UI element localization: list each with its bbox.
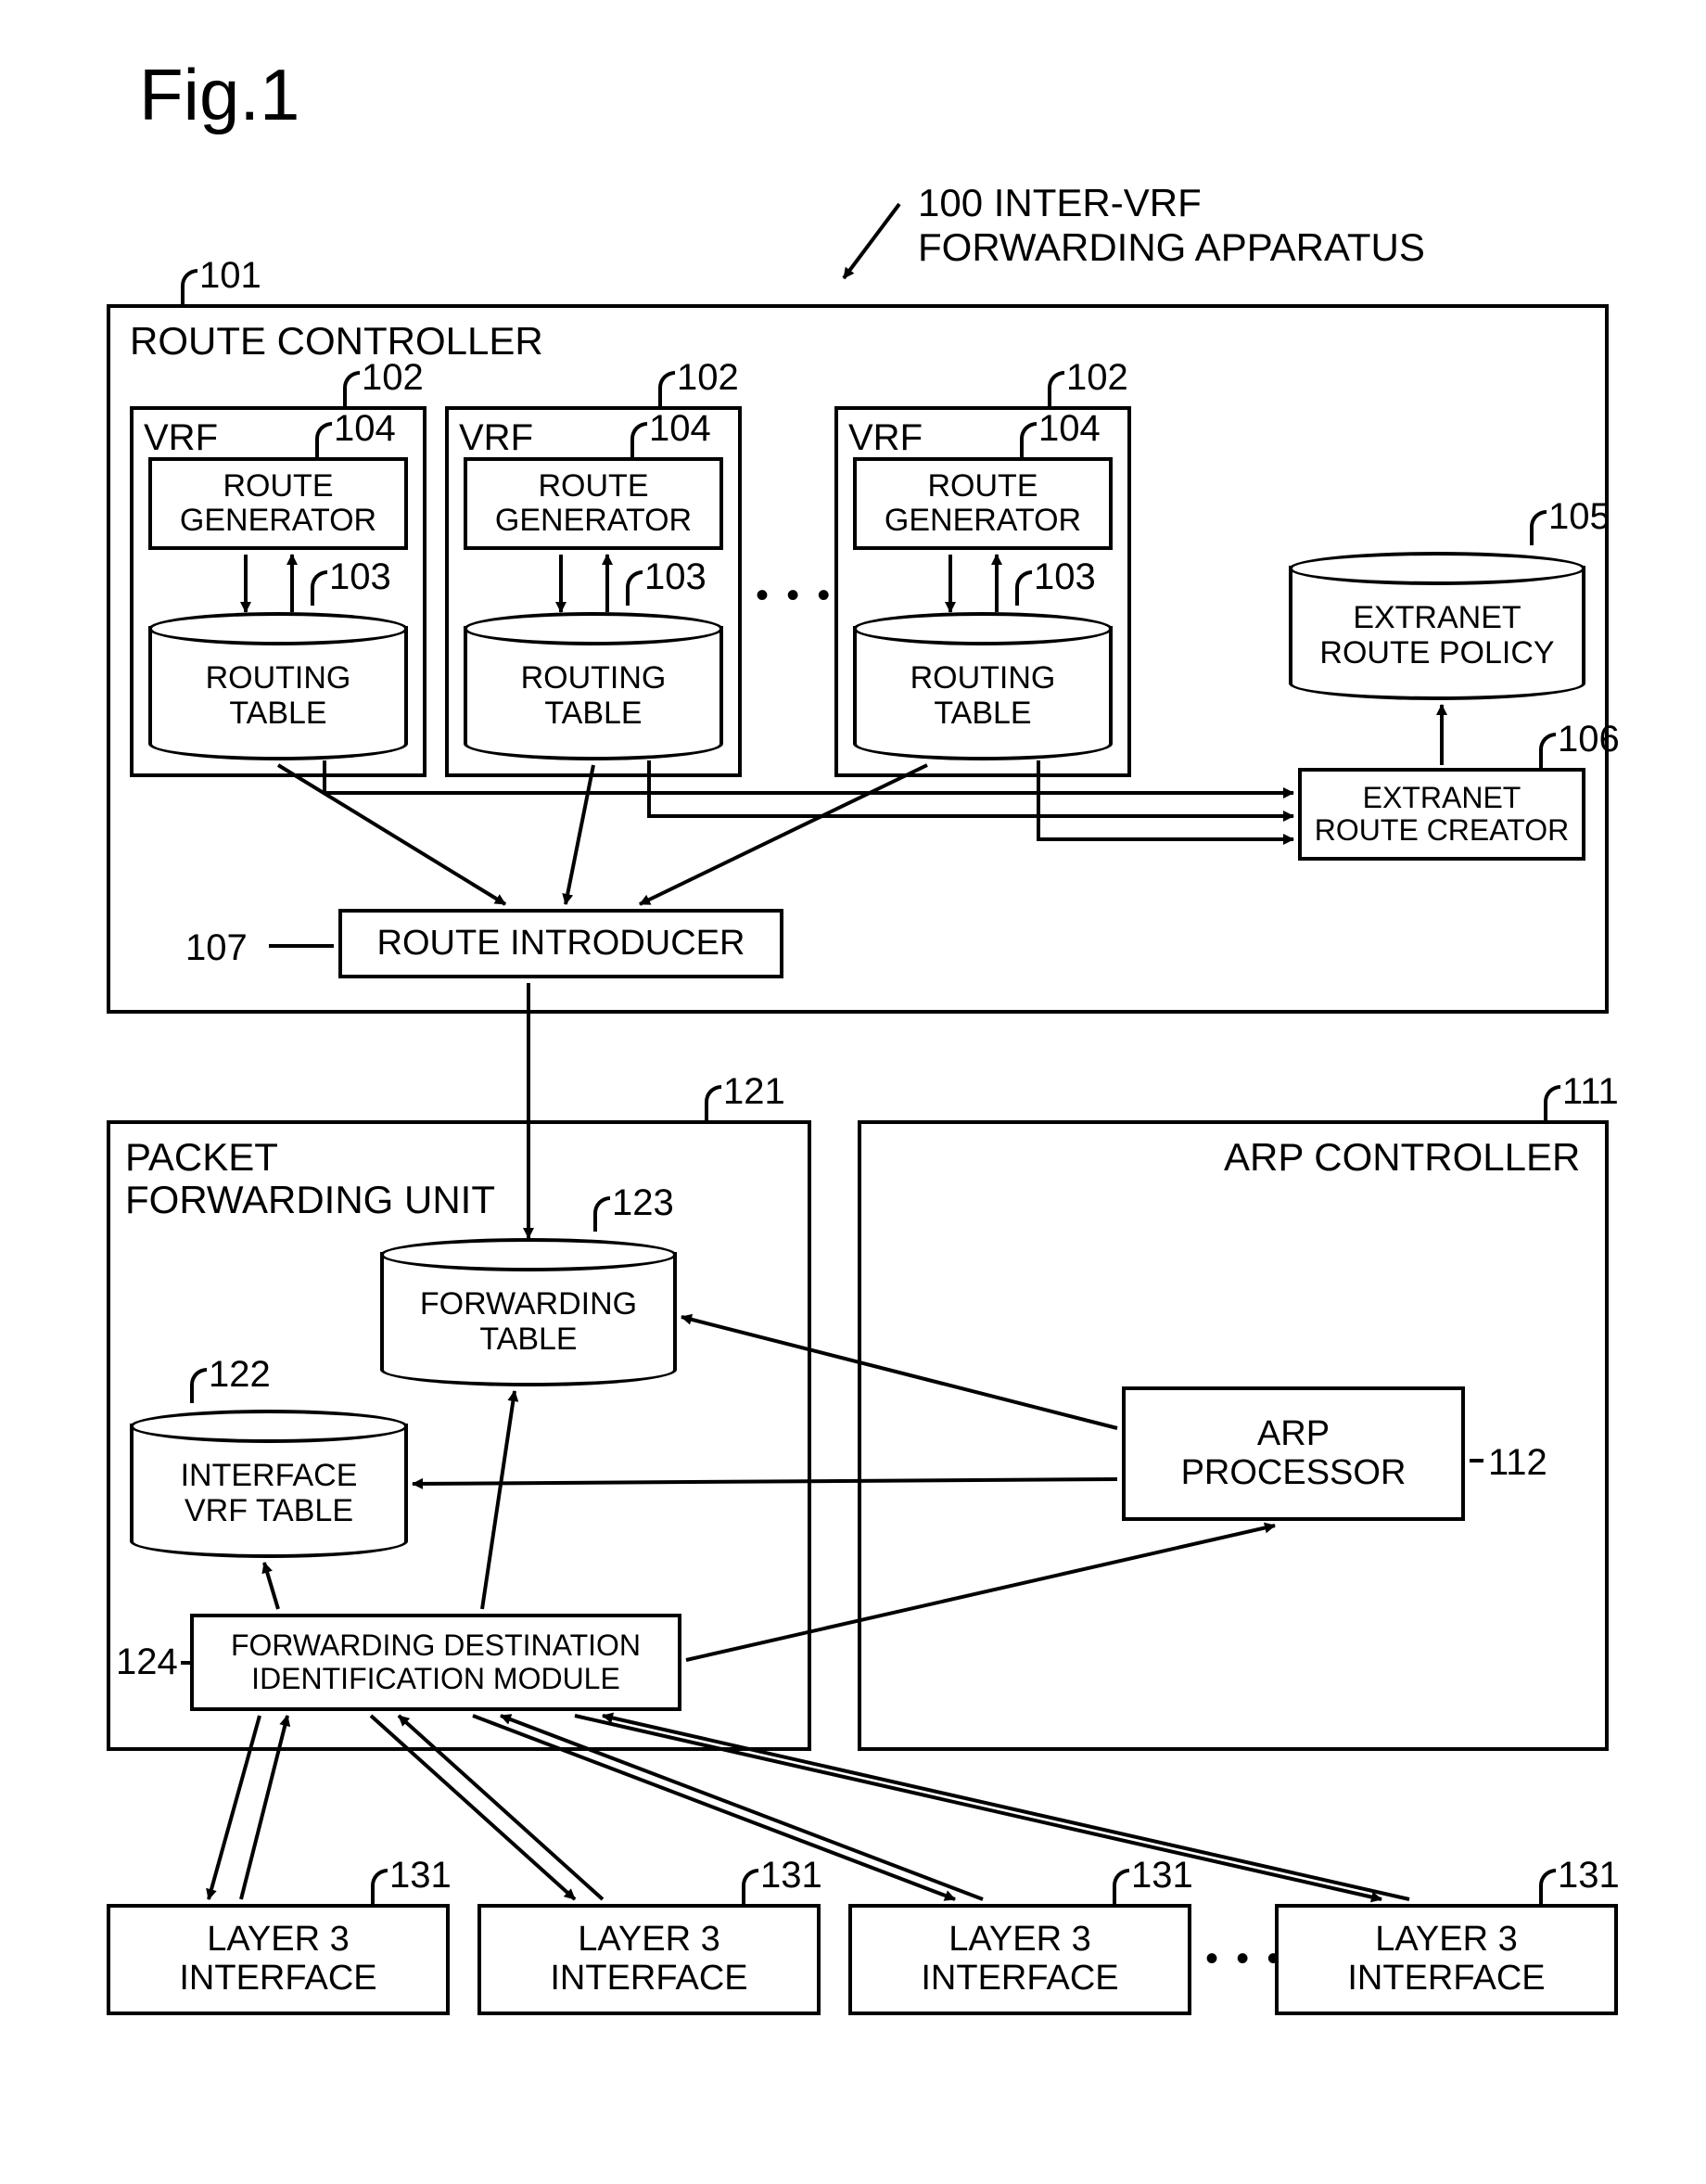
overall-ref-title: INTER-VRF FORWARDING APPARATUS [918, 181, 1425, 269]
ref-hook-131d [1539, 1869, 1556, 1904]
ref-102a: 102 [362, 357, 424, 399]
ref-123: 123 [612, 1182, 674, 1224]
overall-ref-num: 100 [918, 181, 983, 224]
ref-111: 111 [1562, 1071, 1619, 1113]
ref-131d: 131 [1558, 1855, 1620, 1897]
ref-104a: 104 [334, 408, 396, 450]
extranet-policy: EXTRANET ROUTE POLICY [1289, 552, 1585, 700]
forwarding-table-text: FORWARDING TABLE [420, 1278, 637, 1357]
layer3-3: LAYER 3 INTERFACE [848, 1904, 1191, 2015]
route-generator-1: ROUTE GENERATOR [148, 457, 408, 550]
ref-hook-131a [371, 1869, 388, 1904]
ref-103a: 103 [329, 556, 391, 598]
fwd-dest-module: FORWARDING DESTINATION IDENTIFICATION MO… [190, 1614, 681, 1711]
ref-105: 105 [1548, 496, 1611, 538]
layer3-1-text: LAYER 3 INTERFACE [179, 1921, 376, 1999]
ref-131c: 131 [1131, 1855, 1193, 1897]
ref-131b: 131 [760, 1855, 822, 1897]
ref-hook-131c [1113, 1869, 1129, 1904]
route-introducer-text: ROUTE INTRODUCER [377, 925, 745, 964]
ref-102c: 102 [1066, 357, 1128, 399]
layer3-3-text: LAYER 3 INTERFACE [921, 1921, 1118, 1999]
ref-121: 121 [723, 1071, 785, 1113]
extranet-creator: EXTRANET ROUTE CREATOR [1298, 768, 1585, 861]
layer3-1: LAYER 3 INTERFACE [107, 1904, 450, 2015]
ref-106: 106 [1558, 719, 1620, 760]
ref-103c: 103 [1034, 556, 1096, 598]
vrf-title-2: VRF [459, 417, 533, 458]
forwarding-table: FORWARDING TABLE [380, 1238, 677, 1386]
ref-122: 122 [209, 1354, 271, 1396]
interface-vrf-table: INTERFACE VRF TABLE [130, 1410, 408, 1558]
ellipsis-layer3: • • • [1205, 1938, 1283, 1979]
ref-131a: 131 [389, 1855, 452, 1897]
layer3-2: LAYER 3 INTERFACE [477, 1904, 821, 2015]
ref-hook-121 [705, 1085, 721, 1120]
ref-124: 124 [116, 1641, 178, 1683]
routing-table-3-text: ROUTING TABLE [910, 652, 1056, 731]
route-generator-2: ROUTE GENERATOR [464, 457, 723, 550]
layer3-4: LAYER 3 INTERFACE [1275, 1904, 1618, 2015]
ref-hook-111 [1544, 1085, 1560, 1120]
route-generator-2-text: ROUTE GENERATOR [495, 469, 692, 539]
routing-table-1: ROUTING TABLE [148, 612, 408, 760]
fwd-dest-text: FORWARDING DESTINATION IDENTIFICATION MO… [231, 1629, 641, 1694]
arp-processor-text: ARP PROCESSOR [1181, 1415, 1407, 1493]
ref-102b: 102 [677, 357, 739, 399]
vrf-title-1: VRF [144, 417, 218, 458]
extranet-policy-text: EXTRANET ROUTE POLICY [1319, 592, 1554, 671]
packet-forwarding-title: PACKET FORWARDING UNIT [125, 1136, 495, 1221]
diagram-canvas: Fig.1 100 INTER-VRF FORWARDING APPARATUS… [0, 0, 1706, 2184]
route-introducer: ROUTE INTRODUCER [338, 909, 783, 978]
route-generator-3: ROUTE GENERATOR [853, 457, 1113, 550]
route-generator-1-text: ROUTE GENERATOR [180, 469, 376, 539]
routing-table-3: ROUTING TABLE [853, 612, 1113, 760]
ref-104b: 104 [649, 408, 711, 450]
figure-label: Fig.1 [139, 56, 299, 135]
route-generator-3-text: ROUTE GENERATOR [885, 469, 1081, 539]
layer3-4-text: LAYER 3 INTERFACE [1347, 1921, 1545, 1999]
ref-101: 101 [199, 255, 261, 297]
extranet-creator-text: EXTRANET ROUTE CREATOR [1315, 782, 1569, 847]
ref-103b: 103 [644, 556, 707, 598]
arp-controller-title: ARP CONTROLLER [1224, 1136, 1580, 1179]
interface-vrf-text: INTERFACE VRF TABLE [181, 1450, 358, 1528]
ref-107: 107 [185, 927, 248, 969]
ref-112: 112 [1488, 1442, 1547, 1484]
routing-table-2-text: ROUTING TABLE [521, 652, 667, 731]
ellipsis-vrf: • • • [756, 575, 834, 616]
routing-table-1-text: ROUTING TABLE [206, 652, 351, 731]
ref-hook-101 [181, 269, 197, 304]
overall-ref: 100 INTER-VRF FORWARDING APPARATUS [918, 181, 1425, 270]
ref-104c: 104 [1038, 408, 1101, 450]
ref-hook-131b [742, 1869, 758, 1904]
routing-table-2: ROUTING TABLE [464, 612, 723, 760]
vrf-title-3: VRF [848, 417, 923, 458]
layer3-2-text: LAYER 3 INTERFACE [550, 1921, 747, 1999]
arp-processor: ARP PROCESSOR [1122, 1386, 1465, 1521]
route-controller-title: ROUTE CONTROLLER [130, 320, 543, 363]
